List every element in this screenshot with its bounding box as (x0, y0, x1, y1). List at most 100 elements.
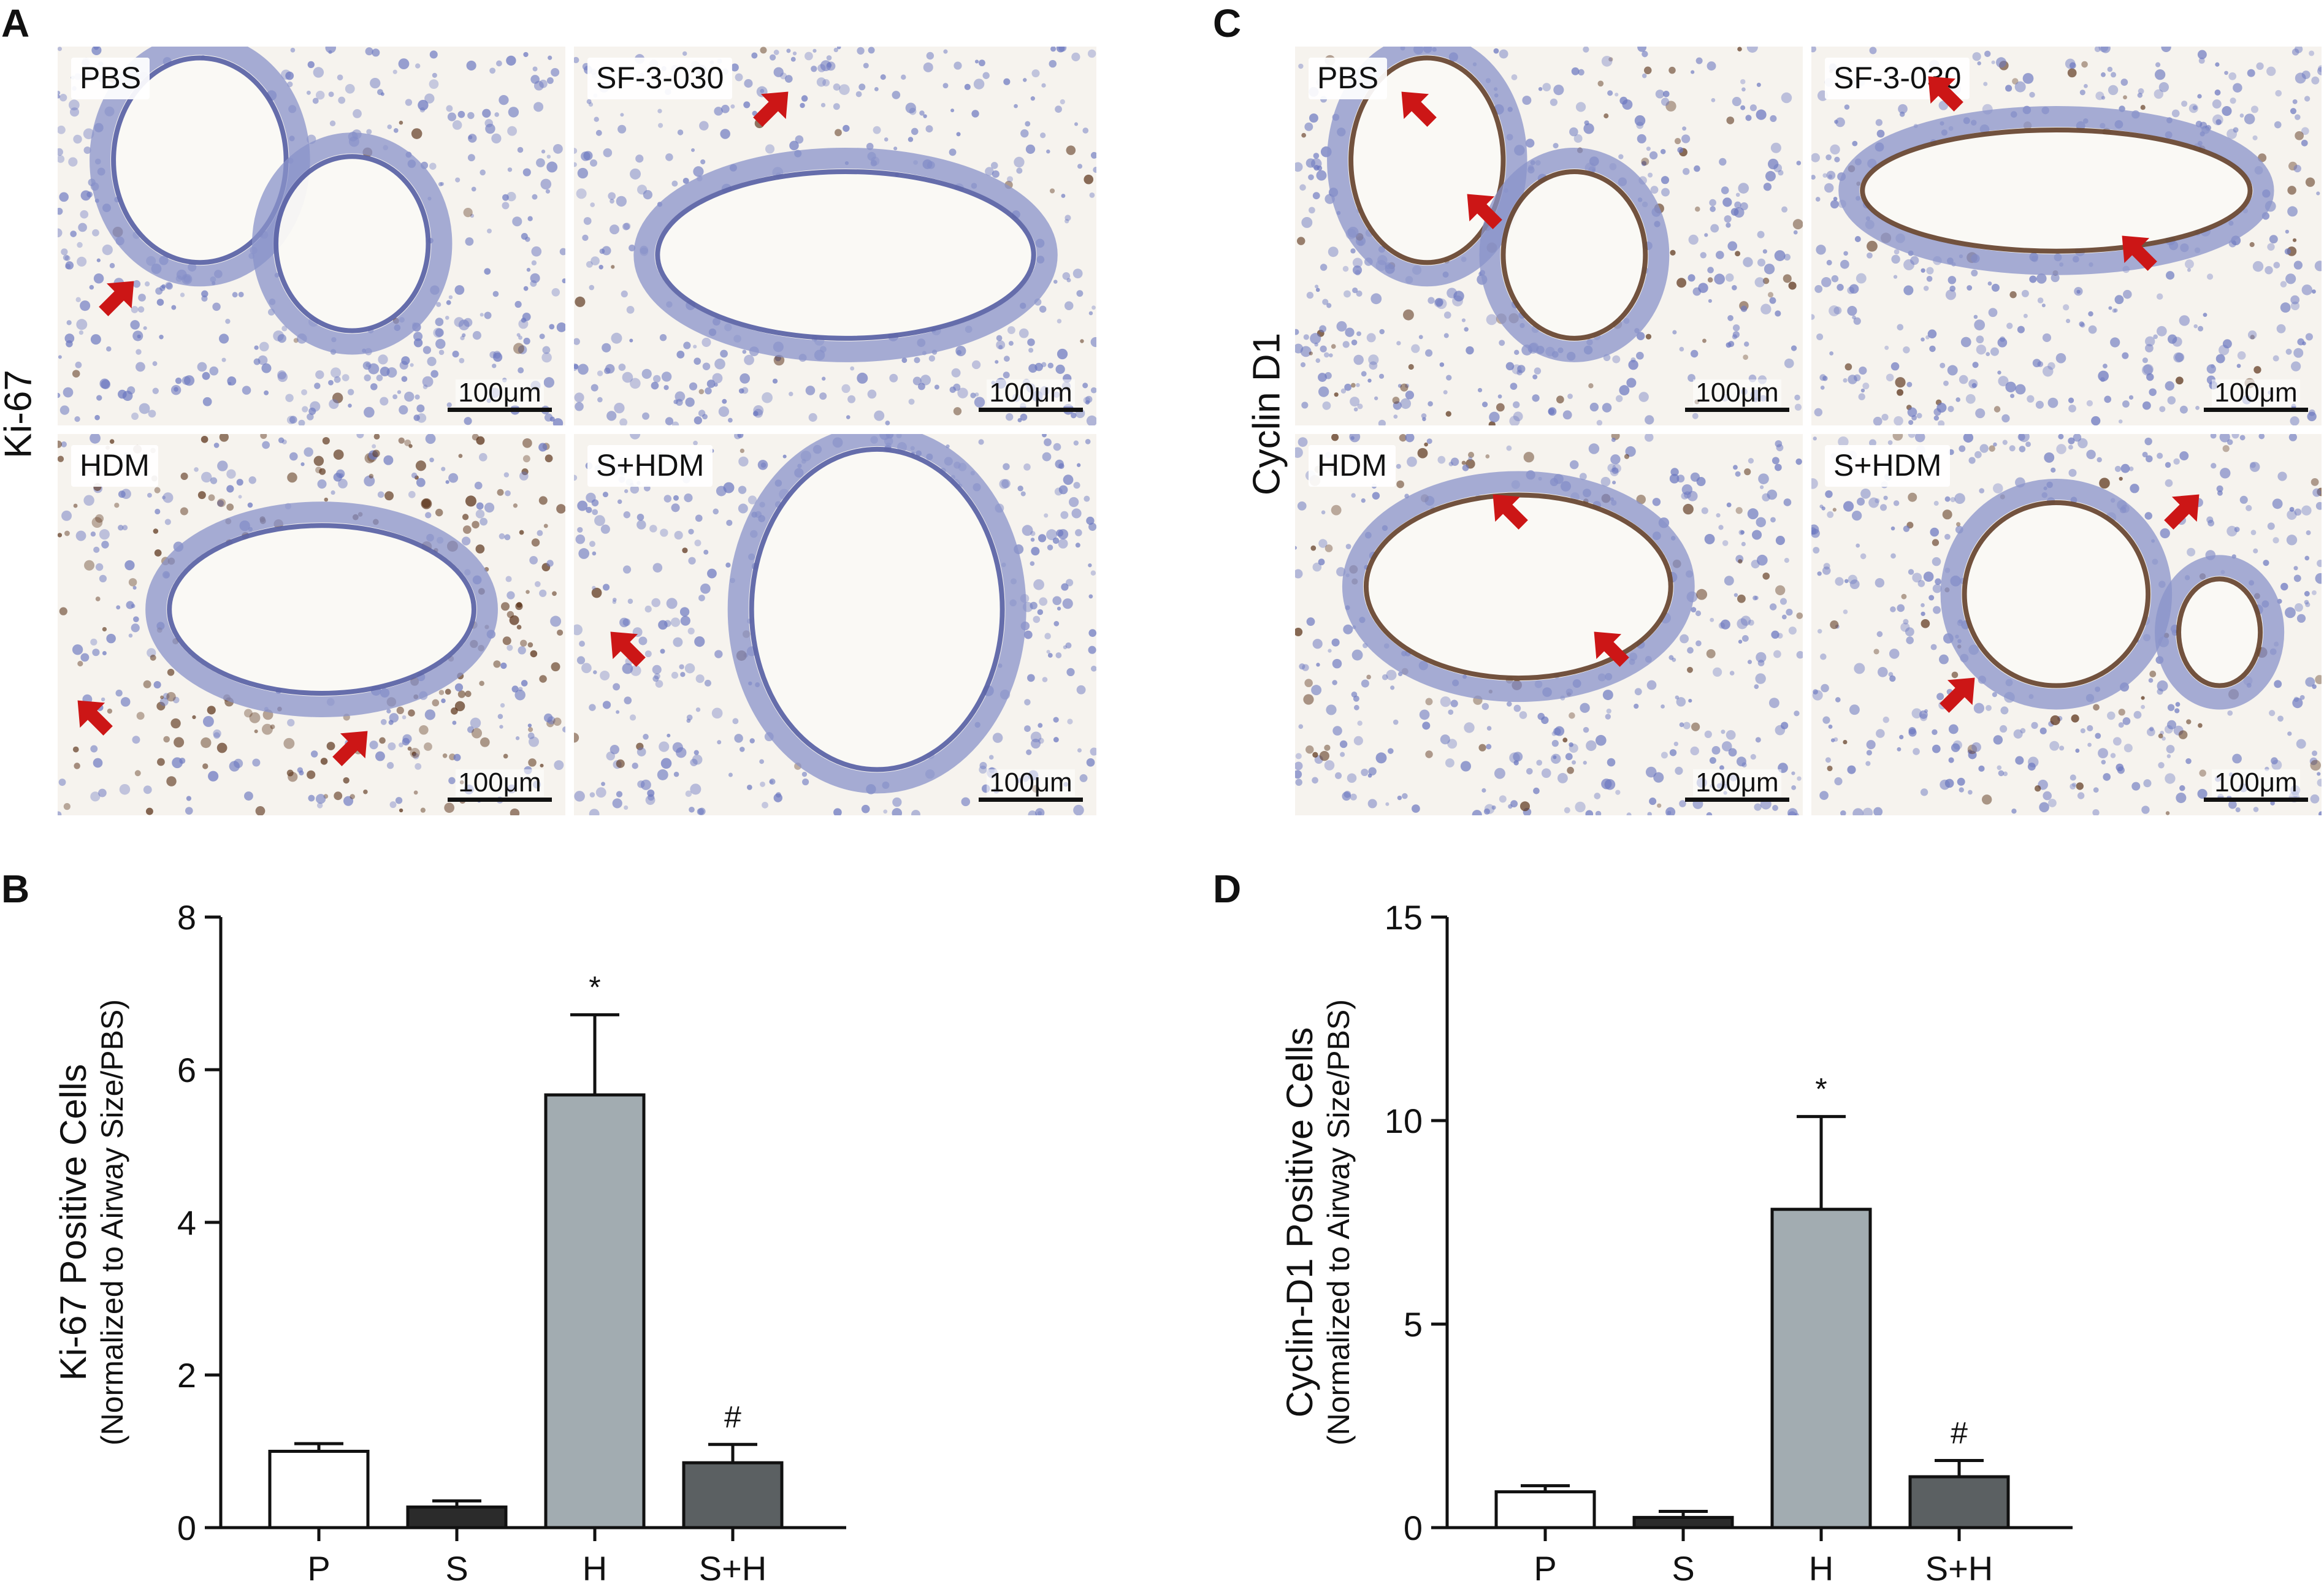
micrograph-label: SF-3-030 (587, 58, 733, 99)
chart-b-ki67: 0 2 4 6 8 Ki-67 Positive Cells (Normalized to … (0, 858, 920, 1592)
bar (1770, 1208, 1872, 1529)
scale-bar: 100μm (2204, 379, 2308, 412)
red-arrow-icon (77, 700, 113, 736)
panel-letter-c: C (1213, 1, 1242, 45)
tissue-texture (1295, 434, 1803, 815)
micrograph-label: PBS (1309, 58, 1388, 99)
y-axis-sublabel: (Normalized to Airway Size/PBS) (1321, 999, 1356, 1445)
x-tick-label: S+H (1925, 1549, 1993, 1588)
tissue-texture (1811, 47, 2322, 425)
scale-bar-label: 100μm (987, 769, 1075, 796)
scale-bar-line (1685, 798, 1789, 802)
scale-bar-line (2204, 408, 2308, 412)
bar (682, 1461, 784, 1529)
y-tick-label: 4 (177, 1203, 196, 1242)
x-tick-label: S (445, 1549, 468, 1588)
micrograph-label: S+HDM (1825, 445, 1951, 487)
scale-bar-label: 100μm (1693, 769, 1781, 796)
significance-marker: # (1951, 1415, 1968, 1450)
x-tick-label: H (1809, 1549, 1833, 1588)
scale-bar: 100μm (2204, 769, 2308, 802)
scale-bar: 100μm (979, 379, 1083, 412)
x-tick-label: H (583, 1549, 607, 1588)
scale-bar-label: 100μm (2212, 769, 2300, 796)
red-arrow-icon (1467, 194, 1503, 229)
row-label-ki67: Ki-67 (0, 370, 40, 459)
tissue-texture (1811, 434, 2322, 815)
red-arrow-icon (332, 731, 368, 766)
red-arrow-icon (2164, 494, 2200, 530)
y-tick-label: 2 (177, 1356, 196, 1395)
red-arrow-icon (99, 281, 134, 316)
y-axis-label: Ki-67 Positive Cells (53, 1064, 94, 1381)
significance-marker: * (589, 970, 600, 1004)
scale-bar-line (979, 408, 1083, 412)
red-arrow-icon (1940, 677, 1975, 713)
scale-bar-label: 100μm (1693, 379, 1781, 406)
micrograph-label: PBS (71, 58, 150, 99)
bar-chart-svg: 0 5 10 15 Cyclin-D1 Positive Cells (Normalize… (1279, 898, 2073, 1588)
scale-bar-label: 100μm (987, 379, 1075, 406)
red-arrow-icon (1493, 494, 1528, 530)
red-arrow-icon (752, 91, 789, 127)
red-arrow-icon (610, 631, 646, 668)
micrograph-a-hdm: HDM 100μm (58, 434, 565, 815)
micrograph-a-sf3030: SF-3-030 100μm (574, 47, 1096, 425)
significance-marker: * (1815, 1072, 1827, 1106)
red-arrow-icon (1594, 631, 1630, 668)
scale-bar: 100μm (448, 379, 552, 412)
bar (1494, 1490, 1596, 1529)
x-tick-label: P (1534, 1549, 1556, 1588)
x-tick-label: S (1672, 1549, 1694, 1588)
scale-bar: 100μm (1685, 769, 1789, 802)
y-tick-label: 5 (1404, 1305, 1423, 1344)
chart-d-cyclin-d1: 0 5 10 15 Cyclin-D1 Positive Cells (Normalize… (1226, 858, 2146, 1592)
scale-bar: 100μm (979, 769, 1083, 802)
scale-bar-label: 100μm (456, 379, 544, 406)
tissue-texture (574, 47, 1096, 425)
micrograph-c-pbs: PBS 100μm (1295, 47, 1803, 425)
scale-bar-line (1685, 408, 1789, 412)
micrograph-c-s-hdm: S+HDM 100μm (1811, 434, 2322, 815)
bar-chart-svg: 0 2 4 6 8 Ki-67 Positive Cells (Normalized to … (53, 898, 846, 1588)
red-arrow-icon (1401, 91, 1437, 127)
scale-bar-label: 100μm (2212, 379, 2300, 406)
y-tick-label: 10 (1385, 1102, 1423, 1140)
panel-letter-b: B (1, 867, 30, 911)
micrograph-a-s-hdm: S+HDM 100μm (574, 434, 1096, 815)
scale-bar-label: 100μm (456, 769, 544, 796)
tissue-texture (58, 47, 565, 425)
y-tick-label: 8 (177, 898, 196, 937)
y-tick-label: 6 (177, 1051, 196, 1089)
scale-bar: 100μm (448, 769, 552, 802)
bar (406, 1505, 508, 1529)
y-tick-label: 0 (177, 1509, 196, 1547)
bar (544, 1093, 646, 1529)
y-tick-label: 0 (1404, 1509, 1423, 1547)
scale-bar: 100μm (1685, 379, 1789, 412)
micrograph-label: S+HDM (587, 445, 713, 487)
scale-bar-line (2204, 798, 2308, 802)
scale-bar-line (979, 798, 1083, 802)
x-tick-label: P (307, 1549, 330, 1588)
bar (1908, 1475, 2010, 1529)
tissue-texture (58, 434, 565, 815)
red-arrow-icon (2122, 235, 2158, 271)
tissue-texture (1295, 47, 1803, 425)
micrograph-c-hdm: HDM 100μm (1295, 434, 1803, 815)
y-tick-label: 15 (1385, 898, 1423, 937)
y-axis-sublabel: (Normalized to Airway Size/PBS) (95, 999, 129, 1445)
micrograph-a-pbs: PBS 100μm (58, 47, 565, 425)
significance-marker: # (724, 1400, 741, 1434)
scale-bar-line (448, 798, 552, 802)
bar (1632, 1515, 1734, 1529)
bar (268, 1450, 370, 1529)
panel-letter-d: D (1213, 867, 1242, 911)
micrograph-label: HDM (1309, 445, 1396, 487)
row-label-cyclin-d1: Cyclin D1 (1245, 332, 1288, 496)
tissue-texture (574, 434, 1096, 815)
panel-letter-a: A (1, 1, 30, 45)
x-tick-label: S+H (699, 1549, 767, 1588)
micrograph-label: HDM (71, 445, 158, 487)
scale-bar-line (448, 408, 552, 412)
